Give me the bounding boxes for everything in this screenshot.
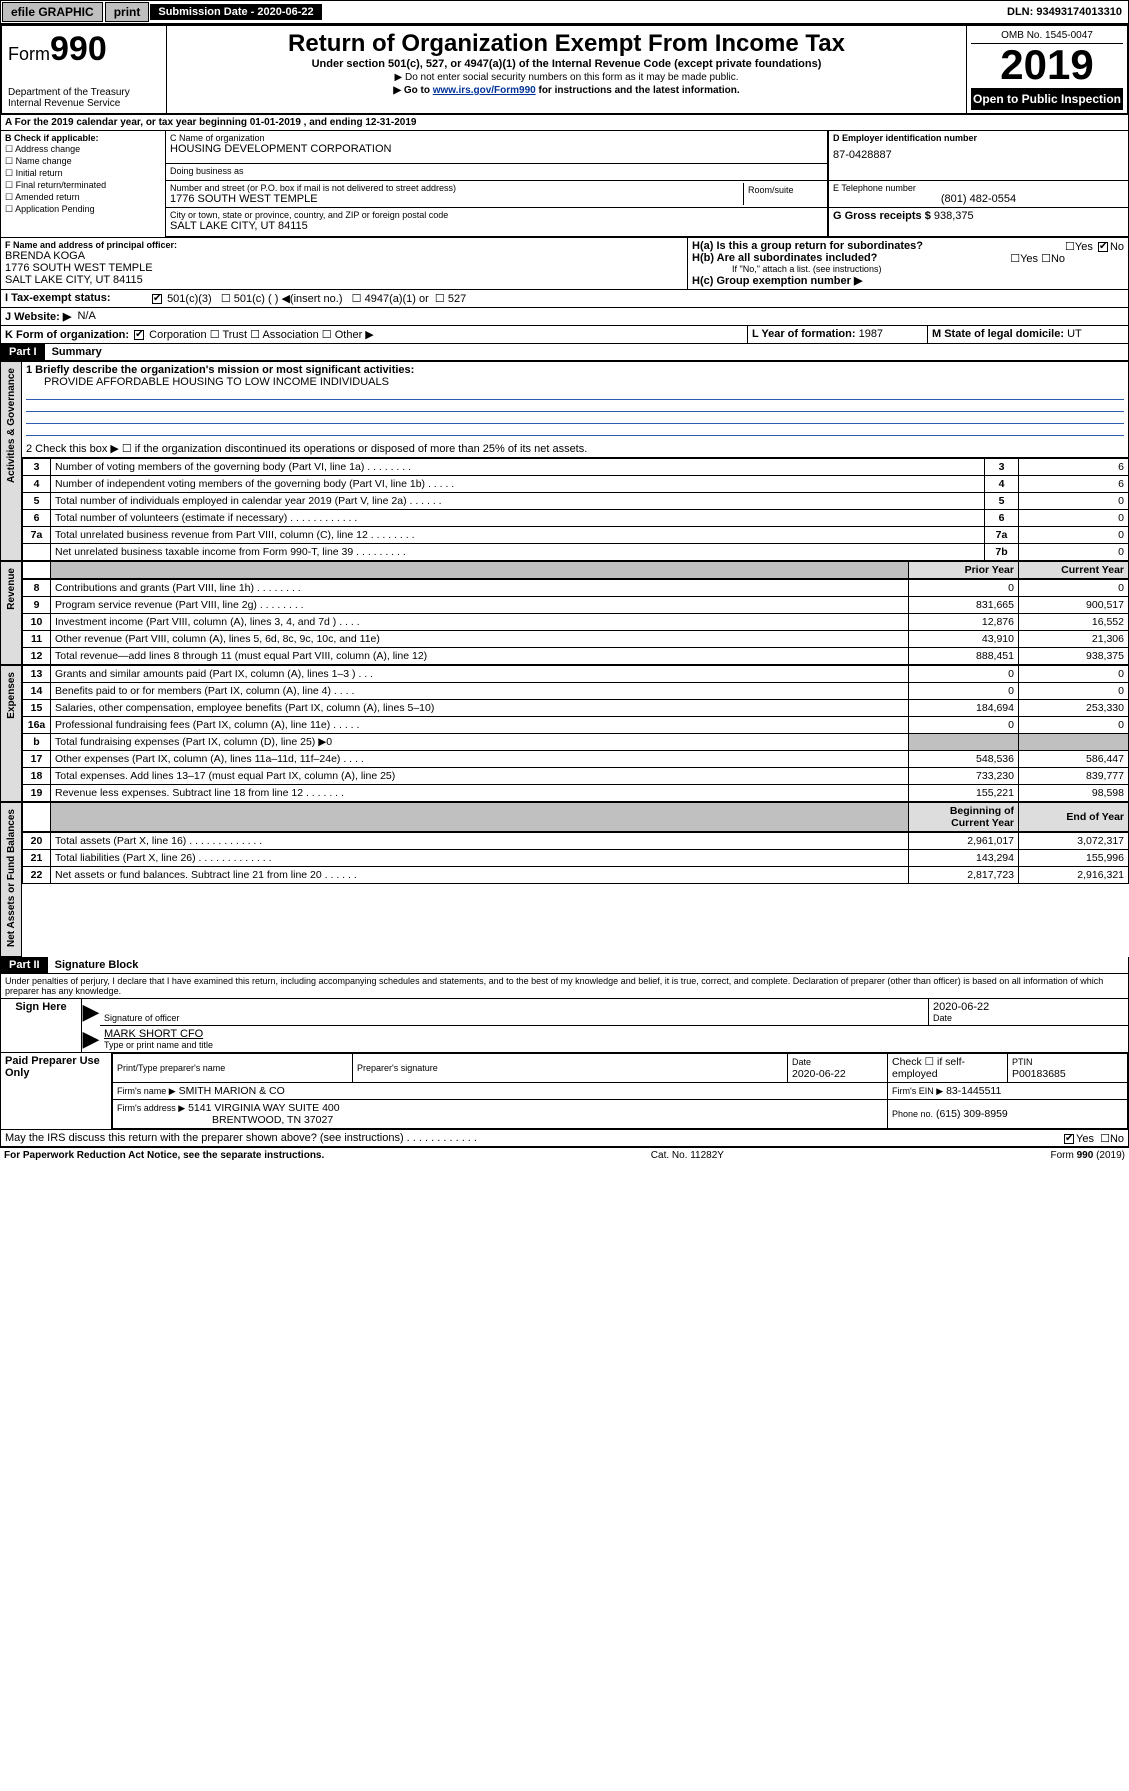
print-button[interactable]: print <box>105 2 150 22</box>
city-label: City or town, state or province, country… <box>170 210 823 220</box>
h-a: H(a) Is this a group return for subordin… <box>692 240 1124 252</box>
footer: For Paperwork Reduction Act Notice, see … <box>0 1147 1129 1163</box>
efile-button[interactable]: efile GRAPHIC <box>2 2 103 22</box>
phone: (801) 482-0554 <box>833 193 1124 205</box>
irs-link[interactable]: www.irs.gov/Form990 <box>433 85 536 96</box>
form-number: Form990 <box>8 30 160 69</box>
chk-app-pending[interactable]: ☐ Application Pending <box>5 204 161 215</box>
tax-exempt-row: I Tax-exempt status: 501(c)(3) ☐ 501(c) … <box>0 290 1129 308</box>
chk-final-return[interactable]: ☐ Final return/terminated <box>5 180 161 191</box>
chk-address-change[interactable]: ☐ Address change <box>5 144 161 155</box>
officer-group-block: F Name and address of principal officer:… <box>0 238 1129 290</box>
h-c: H(c) Group exemption number ▶ <box>692 274 1124 287</box>
phone-label: E Telephone number <box>833 183 1124 193</box>
mission: PROVIDE AFFORDABLE HOUSING TO LOW INCOME… <box>26 376 1124 388</box>
note-ssn: ▶ Do not enter social security numbers o… <box>173 72 960 83</box>
room-label: Room/suite <box>748 185 819 195</box>
tab-expenses: Expenses <box>0 665 22 802</box>
ein: 87-0428887 <box>833 149 1124 161</box>
chk-name-change[interactable]: ☐ Name change <box>5 156 161 167</box>
tax-period: A For the 2019 calendar year, or tax yea… <box>0 115 1129 131</box>
line1-label: 1 Briefly describe the organization's mi… <box>26 364 1124 376</box>
discuss-row: May the IRS discuss this return with the… <box>0 1130 1129 1147</box>
h-b-note: If "No," attach a list. (see instruction… <box>692 264 1124 274</box>
form-header: Form990 Department of the Treasury Inter… <box>0 24 1129 115</box>
form-title: Return of Organization Exempt From Incom… <box>173 30 960 58</box>
netassets-table: Beginning of Current YearEnd of Year <box>22 802 1129 832</box>
box-b: B Check if applicable: ☐ Address change … <box>1 131 166 237</box>
officer-label: F Name and address of principal officer: <box>5 240 683 250</box>
chk-501c3[interactable] <box>152 294 162 304</box>
sig-officer-label: Signature of officer <box>104 1013 924 1023</box>
firm-addr2: BRENTWOOD, TN 37027 <box>117 1114 333 1126</box>
governance-table: 3Number of voting members of the governi… <box>22 458 1129 561</box>
expenses-table: 13Grants and similar amounts paid (Part … <box>22 665 1129 802</box>
tab-revenue: Revenue <box>0 561 22 665</box>
date-label: Date <box>933 1013 1124 1023</box>
dln: DLN: 93493174013310 <box>1001 4 1128 20</box>
perjury: Under penalties of perjury, I declare th… <box>0 974 1129 999</box>
tab-netassets: Net Assets or Fund Balances <box>0 802 22 957</box>
tab-governance: Activities & Governance <box>0 361 22 561</box>
officer-printed: MARK SHORT CFO <box>104 1028 1124 1040</box>
org-name: HOUSING DEVELOPMENT CORPORATION <box>170 143 823 155</box>
addr-label: Number and street (or P.O. box if mail i… <box>170 183 743 193</box>
city-state-zip: SALT LAKE CITY, UT 84115 <box>170 220 823 232</box>
sign-here-block: Sign Here ▶ Signature of officer 2020-06… <box>0 999 1129 1053</box>
state-domicile: UT <box>1067 328 1082 340</box>
revenue-table: Prior YearCurrent Year <box>22 561 1129 579</box>
part1-body: Activities & Governance 1 Briefly descri… <box>0 361 1129 561</box>
entity-block: B Check if applicable: ☐ Address change … <box>0 131 1129 238</box>
org-name-label: C Name of organization <box>170 133 823 143</box>
form-subtitle: Under section 501(c), 527, or 4947(a)(1)… <box>173 58 960 70</box>
department: Department of the Treasury Internal Reve… <box>8 87 160 109</box>
discuss-yes[interactable] <box>1064 1134 1074 1144</box>
note-link: ▶ Go to www.irs.gov/Form990 for instruct… <box>173 85 960 96</box>
part1-header: Part I Summary <box>0 344 1129 361</box>
klm-row: K Form of organization: Corporation ☐ Tr… <box>0 326 1129 344</box>
chk-initial-return[interactable]: ☐ Initial return <box>5 168 161 179</box>
website-row: J Website: ▶ N/A <box>0 308 1129 326</box>
firm-phone: (615) 309-8959 <box>936 1108 1008 1120</box>
officer-name: BRENDA KOGA <box>5 250 683 262</box>
gross-receipts-label: G Gross receipts $ <box>833 210 931 222</box>
sig-date: 2020-06-22 <box>933 1001 1124 1013</box>
submission-date: Submission Date - 2020-06-22 <box>150 4 321 20</box>
dba-label: Doing business as <box>170 166 823 176</box>
chk-amended[interactable]: ☐ Amended return <box>5 192 161 203</box>
paid-preparer-block: Paid Preparer Use Only Print/Type prepar… <box>0 1053 1129 1130</box>
gross-receipts: 938,375 <box>934 210 974 222</box>
part2-header: Part II Signature Block <box>0 957 1129 974</box>
website: N/A <box>77 310 95 323</box>
chk-corp[interactable] <box>134 330 144 340</box>
line2: 2 Check this box ▶ ☐ if the organization… <box>26 442 1124 455</box>
type-name-label: Type or print name and title <box>104 1040 1124 1050</box>
h-b: H(b) Are all subordinates included? ☐Yes… <box>692 252 1124 264</box>
ptin: P00183685 <box>1012 1068 1066 1080</box>
ha-no-check <box>1098 242 1108 252</box>
year-formation: 1987 <box>859 328 883 340</box>
officer-addr2: SALT LAKE CITY, UT 84115 <box>5 274 683 286</box>
firm-name: SMITH MARION & CO <box>179 1085 285 1097</box>
ein-label: D Employer identification number <box>833 133 1124 143</box>
officer-addr1: 1776 SOUTH WEST TEMPLE <box>5 262 683 274</box>
tax-year: 2019 <box>971 44 1123 86</box>
topbar: efile GRAPHIC print Submission Date - 20… <box>0 0 1129 24</box>
open-inspection: Open to Public Inspection <box>971 88 1123 110</box>
street-address: 1776 SOUTH WEST TEMPLE <box>170 193 743 205</box>
firm-ein: 83-1445511 <box>946 1085 1001 1097</box>
firm-addr1: 5141 VIRGINIA WAY SUITE 400 <box>188 1102 340 1114</box>
